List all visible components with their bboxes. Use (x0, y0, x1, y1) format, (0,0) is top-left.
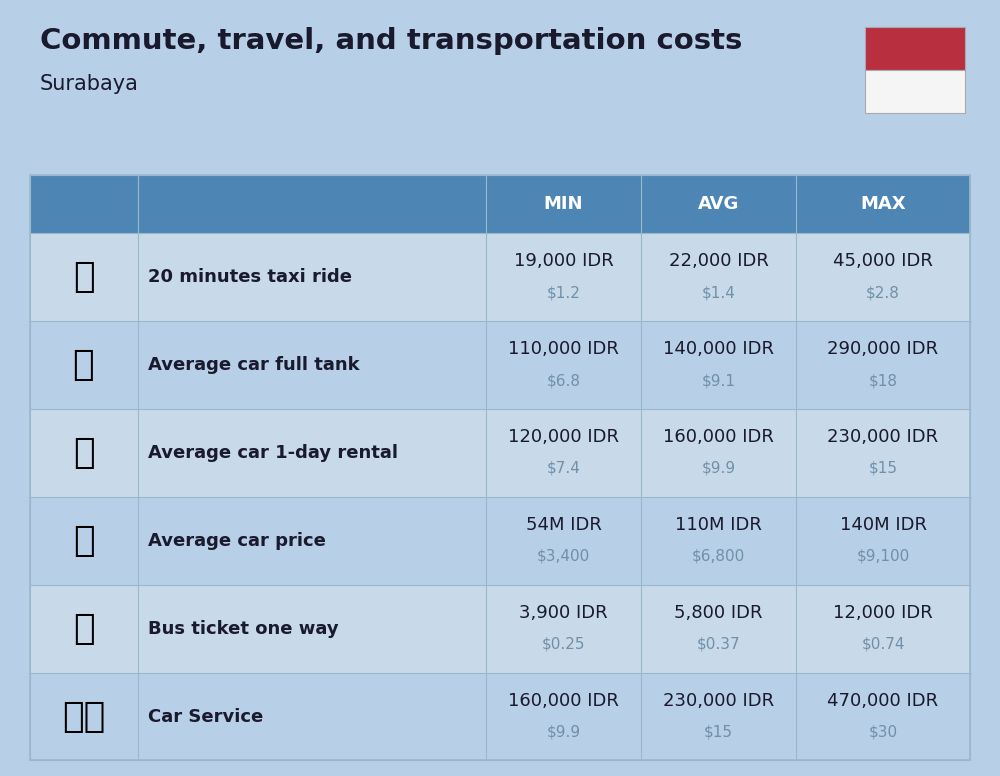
FancyBboxPatch shape (30, 497, 970, 584)
Text: 🚌: 🚌 (73, 611, 95, 646)
Text: Commute, travel, and transportation costs: Commute, travel, and transportation cost… (40, 27, 742, 55)
Text: 🚗: 🚗 (73, 524, 95, 558)
Text: 470,000 IDR: 470,000 IDR (827, 691, 939, 710)
Text: $0.37: $0.37 (697, 637, 740, 652)
Text: 3,900 IDR: 3,900 IDR (519, 604, 608, 622)
Text: 120,000 IDR: 120,000 IDR (508, 428, 619, 446)
Text: $0.25: $0.25 (542, 637, 585, 652)
Text: $2.8: $2.8 (866, 285, 900, 300)
Text: Bus ticket one way: Bus ticket one way (148, 619, 339, 638)
Text: 12,000 IDR: 12,000 IDR (833, 604, 933, 622)
Text: $1.2: $1.2 (547, 285, 580, 300)
Text: $7.4: $7.4 (547, 461, 580, 476)
Text: $15: $15 (704, 725, 733, 740)
Text: 22,000 IDR: 22,000 IDR (669, 252, 768, 270)
Text: Car Service: Car Service (148, 708, 263, 726)
Text: $0.74: $0.74 (861, 637, 905, 652)
Text: MAX: MAX (860, 195, 906, 213)
Text: 160,000 IDR: 160,000 IDR (508, 691, 619, 710)
Text: 🚕: 🚕 (73, 260, 95, 294)
Text: 160,000 IDR: 160,000 IDR (663, 428, 774, 446)
Text: $9.9: $9.9 (701, 461, 736, 476)
FancyBboxPatch shape (30, 673, 970, 760)
Text: $9.9: $9.9 (546, 725, 581, 740)
Text: $30: $30 (868, 725, 898, 740)
Text: $15: $15 (869, 461, 898, 476)
Text: $18: $18 (869, 373, 898, 388)
Text: Average car price: Average car price (148, 532, 326, 549)
Text: $3,400: $3,400 (537, 549, 590, 564)
FancyBboxPatch shape (30, 175, 970, 233)
Text: $6.8: $6.8 (546, 373, 580, 388)
FancyBboxPatch shape (30, 233, 970, 320)
Text: 230,000 IDR: 230,000 IDR (663, 691, 774, 710)
Text: 20 minutes taxi ride: 20 minutes taxi ride (148, 268, 352, 286)
FancyBboxPatch shape (30, 409, 970, 497)
Text: $1.4: $1.4 (702, 285, 735, 300)
Text: Average car full tank: Average car full tank (148, 355, 360, 374)
Text: $9.1: $9.1 (702, 373, 736, 388)
Text: 110,000 IDR: 110,000 IDR (508, 340, 619, 358)
Text: $9,100: $9,100 (856, 549, 910, 564)
FancyBboxPatch shape (865, 70, 965, 113)
Text: MIN: MIN (544, 195, 583, 213)
Text: 19,000 IDR: 19,000 IDR (514, 252, 613, 270)
FancyBboxPatch shape (30, 320, 970, 409)
FancyBboxPatch shape (30, 584, 970, 673)
Text: 140M IDR: 140M IDR (840, 516, 927, 534)
FancyBboxPatch shape (865, 27, 965, 70)
Text: $6,800: $6,800 (692, 549, 745, 564)
Text: 290,000 IDR: 290,000 IDR (827, 340, 939, 358)
Text: 45,000 IDR: 45,000 IDR (833, 252, 933, 270)
Text: 5,800 IDR: 5,800 IDR (674, 604, 763, 622)
Text: Average car 1-day rental: Average car 1-day rental (148, 444, 398, 462)
Text: AVG: AVG (698, 195, 739, 213)
Text: 110M IDR: 110M IDR (675, 516, 762, 534)
Text: ⛽️: ⛽️ (73, 348, 95, 382)
Text: Surabaya: Surabaya (40, 74, 139, 94)
Text: 140,000 IDR: 140,000 IDR (663, 340, 774, 358)
Text: 🚙: 🚙 (73, 435, 95, 469)
Text: 230,000 IDR: 230,000 IDR (827, 428, 939, 446)
Text: 🔧🚗: 🔧🚗 (62, 699, 106, 733)
Text: 54M IDR: 54M IDR (526, 516, 601, 534)
